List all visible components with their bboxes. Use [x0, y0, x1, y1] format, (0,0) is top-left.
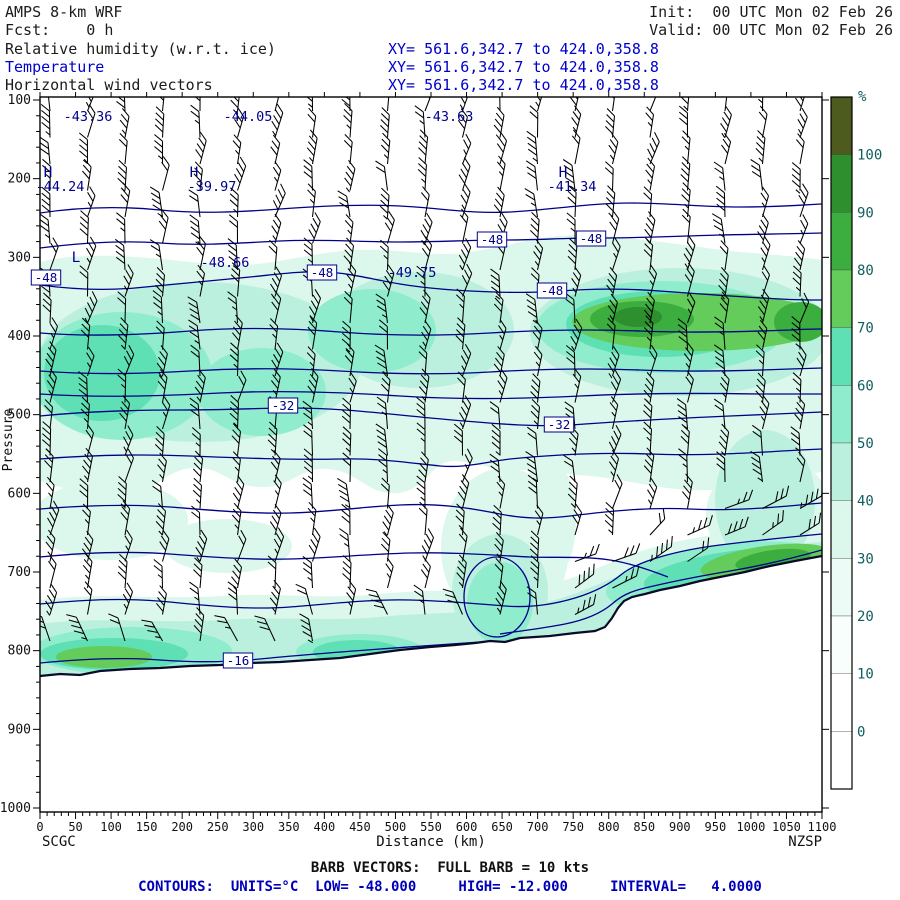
- contour-labels: -48 -48 -48 -48 -48 -32 -32 -16 -43.36 -44.05 -43.…: [30, 109, 607, 669]
- extremum-value-label: -49.75: [388, 265, 437, 281]
- contour-label: -48: [35, 270, 58, 285]
- colorbar-tick-label: 100: [857, 148, 882, 164]
- colorbar-tick-label: 30: [857, 551, 874, 567]
- extremum-value-label: -43.63: [425, 109, 474, 125]
- y-tick-label: 700: [8, 565, 31, 580]
- contour-label-box: [543, 416, 575, 433]
- axis-ticks: [33, 92, 829, 819]
- x-tick-label: 150: [136, 820, 158, 834]
- station-right-label: NZSP: [788, 834, 822, 850]
- contour-label-box: [306, 264, 338, 281]
- extremum-marker: H: [190, 165, 199, 181]
- model-title: AMPS 8-km WRF: [5, 3, 123, 21]
- extremum-value-label: -44.05: [224, 109, 273, 125]
- contour-label: -32: [272, 398, 295, 413]
- field-label-rh: Relative humidity (w.r.t. ice): [5, 40, 276, 58]
- x-tick-label: 450: [349, 820, 371, 834]
- x-tick-label: 1000: [736, 820, 765, 834]
- init-time: Init: 00 UTC Mon 02 Feb 26: [649, 3, 893, 21]
- extremum-value-label: -41.34: [548, 179, 597, 195]
- colorbar-tick-label: 90: [857, 205, 874, 221]
- colorbar-tick-label: 60: [857, 378, 874, 394]
- x-tick-label: 50: [68, 820, 82, 834]
- y-tick-label: 200: [8, 172, 31, 187]
- y-tick-label: 400: [8, 329, 31, 344]
- x-tick-label: 750: [562, 820, 584, 834]
- contour-label: -48: [481, 232, 504, 247]
- forecast-hour: Fcst: 0 h: [5, 21, 114, 39]
- x-tick-label: 800: [598, 820, 620, 834]
- contour-label-box: [536, 282, 568, 299]
- extremum-value-label: -44.24: [36, 179, 85, 195]
- valid-time: Valid: 00 UTC Mon 02 Feb 26: [649, 21, 893, 39]
- y-tick-label: 900: [8, 722, 31, 737]
- extremum-value-label: -39.97: [188, 179, 237, 195]
- x-tick-label: 950: [705, 820, 727, 834]
- contour-label-box: [30, 269, 62, 286]
- xy-range-1: XY= 561.6,342.7 to 424.0,358.8: [388, 40, 659, 58]
- field-label-wind: Horizontal wind vectors: [5, 76, 213, 94]
- xy-range-3: XY= 561.6,342.7 to 424.0,358.8: [388, 76, 659, 94]
- colorbar-tick-label: 50: [857, 436, 874, 452]
- y-tick-label: 1000: [0, 801, 31, 816]
- terrain-surface: [40, 554, 822, 678]
- barb-legend: BARB VECTORS: FULL BARB = 10 kts: [310, 860, 590, 876]
- x-tick-label: 700: [527, 820, 549, 834]
- colorbar-unit-label: %: [858, 89, 867, 105]
- contour-label: -48: [580, 231, 603, 246]
- contour-label-box: [267, 397, 299, 414]
- colorbar-tick-label: 40: [857, 494, 874, 510]
- colorbar-tick-label: 80: [857, 263, 874, 279]
- contour-label: -32: [548, 417, 571, 432]
- colorbar-tick-label: 10: [857, 667, 874, 683]
- extremum-value-label: -48.66: [201, 255, 250, 271]
- y-tick-label: 600: [8, 486, 31, 501]
- x-tick-label: 600: [456, 820, 478, 834]
- x-tick-label: 550: [420, 820, 442, 834]
- contour-label: -48: [541, 283, 564, 298]
- extremum-marker: L: [72, 250, 81, 266]
- colorbar-tick-label: 0: [857, 724, 865, 740]
- y-tick-label: 800: [8, 644, 31, 659]
- y-tick-label: 500: [8, 408, 31, 423]
- x-tick-label: 1100: [808, 820, 837, 834]
- x-tick-label: 250: [207, 820, 229, 834]
- y-tick-label: 100: [8, 93, 31, 108]
- x-tick-label: 900: [669, 820, 691, 834]
- contour-label: -48: [311, 265, 334, 280]
- x-tick-label: 400: [314, 820, 336, 834]
- x-tick-label: 350: [278, 820, 300, 834]
- xy-range-2: XY= 561.6,342.7 to 424.0,358.8: [388, 58, 659, 76]
- extremum-marker: H: [559, 165, 568, 181]
- station-left-label: SCGC: [42, 834, 76, 850]
- contour-label: -16: [227, 653, 250, 668]
- colorbar-tick-label: 70: [857, 321, 874, 337]
- x-tick-label: 650: [491, 820, 513, 834]
- contour-label-box: [575, 230, 607, 247]
- x-tick-label: 1050: [772, 820, 801, 834]
- contour-label-box: [476, 231, 508, 248]
- x-tick-label: 500: [385, 820, 407, 834]
- field-label-temperature: Temperature: [5, 58, 105, 76]
- extremum-marker: H: [44, 165, 53, 181]
- x-tick-label: 100: [100, 820, 122, 834]
- colorbar-tick-label: 20: [857, 609, 874, 625]
- x-tick-label: 850: [633, 820, 655, 834]
- contour-label-box: [222, 652, 254, 669]
- x-tick-label: 300: [242, 820, 264, 834]
- contour-legend: CONTOURS: UNITS=°C LOW= -48.000 HIGH= -1…: [138, 879, 762, 895]
- x-tick-label: 0: [36, 820, 43, 834]
- terrain-mask: [40, 556, 822, 812]
- y-axis-title: Pressure: [1, 409, 16, 472]
- x-tick-label: 200: [171, 820, 193, 834]
- x-axis-title: Distance (km): [376, 834, 486, 850]
- y-tick-label: 300: [8, 250, 31, 265]
- extremum-value-label: -43.36: [64, 109, 113, 125]
